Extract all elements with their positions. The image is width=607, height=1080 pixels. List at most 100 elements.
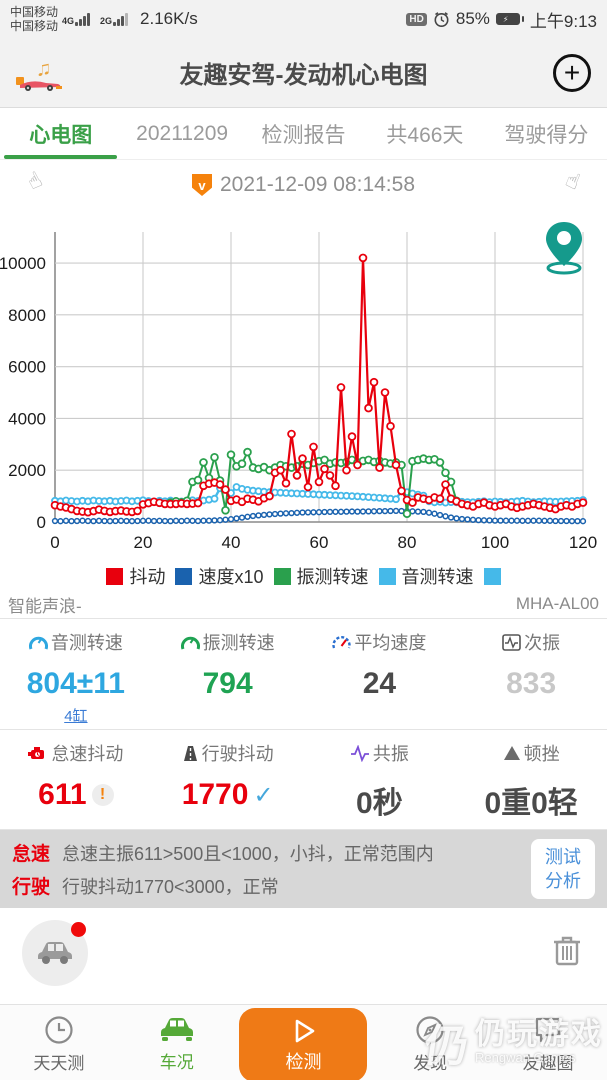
legend-label: 音测转速: [401, 567, 474, 587]
analysis-tag: 怠速: [12, 844, 51, 865]
legend-item: 抖动: [106, 563, 165, 589]
network-type-4g: 4G: [62, 15, 75, 26]
add-button[interactable]: +: [553, 53, 591, 92]
stat-value: 1770: [181, 778, 249, 811]
swipe-left-hand-icon[interactable]: ☝: [22, 166, 47, 195]
svg-text:4000: 4000: [8, 409, 46, 428]
svg-text:40: 40: [222, 533, 241, 552]
sound-wave-label: 智能声浪-: [8, 596, 82, 616]
analysis-text: 怠速主振611>500且<1000，小抖，正常范围内: [62, 843, 434, 864]
nav-item-discover[interactable]: 发现: [371, 1005, 489, 1080]
tab-4[interactable]: 驾驶得分: [504, 123, 589, 147]
music-note-icon: 🎜: [38, 62, 50, 80]
network-type-2g: 2G: [100, 15, 113, 26]
network-speed: 2.16K/s: [140, 9, 198, 28]
pulse-icon: [350, 744, 369, 762]
app-header: 🎜 友趣安驾-发动机心电图 +: [0, 38, 607, 108]
svg-text:10000: 10000: [0, 254, 46, 273]
trash-icon[interactable]: [553, 934, 581, 966]
stat-avg-speed: 平均速度 24: [304, 619, 456, 729]
chart-canvas: 0 2000 4000 6000 8000 10000 0 20 40 60 80 100 120: [0, 232, 597, 552]
stat-vib-rpm: 振测转速 794: [152, 619, 304, 729]
legend-swatch: [378, 567, 396, 585]
carrier-1: 中国移动: [10, 5, 59, 19]
legend-extra-swatch: [483, 567, 501, 585]
car-icon: [38, 942, 72, 964]
gauge-blue-icon: [28, 636, 48, 650]
car-status-icon: [160, 1018, 193, 1041]
engine-icon: [28, 746, 45, 759]
tab-bar: 心电图 20211209 检测报告 共466天 驾驶得分: [0, 108, 607, 160]
battery-icon: ⚡: [495, 13, 524, 25]
notification-dot: [71, 922, 86, 937]
tab-2[interactable]: 检测报告: [261, 123, 346, 147]
analysis-tag: 行驶: [12, 877, 51, 898]
check-badge-icon[interactable]: ✓: [253, 781, 274, 809]
test-analysis-button[interactable]: 测试 分析: [531, 839, 595, 899]
speedometer-icon: [332, 635, 352, 648]
cylinder-link[interactable]: 4缸: [64, 708, 88, 725]
stats-row-2: 怠速抖动 611 ! 行驶抖动 1770 ✓: [0, 730, 607, 830]
race-car-icon: [16, 76, 62, 91]
chart-meta-row: 智能声浪- MHA-AL00: [0, 590, 607, 618]
nav-label: 天天测: [33, 1054, 85, 1073]
nav-item-daily-test[interactable]: 天天测: [0, 1005, 118, 1080]
stat-label: 顿挫: [523, 744, 560, 764]
nav-item-car-status[interactable]: 车况: [118, 1005, 236, 1080]
swipe-right-hand-icon[interactable]: ☝: [561, 166, 584, 195]
stat-drive-shake: 行驶抖动 1770 ✓: [152, 730, 304, 829]
stat-sound-rpm: 音测转速 804±11 4缸: [0, 619, 152, 729]
svg-text:6000: 6000: [8, 358, 46, 377]
legend-swatch: [106, 567, 124, 585]
battery-percent: 85%: [455, 9, 490, 28]
stat-value: 24: [362, 667, 397, 700]
tab-0[interactable]: 心电图: [0, 108, 121, 159]
tab-1[interactable]: 20211209: [136, 121, 229, 145]
waveform-box-icon: [502, 633, 521, 651]
stat-value: 0重0轻: [484, 787, 578, 820]
car-avatar[interactable]: [22, 920, 88, 986]
signal-group-4g: 4G: [62, 12, 96, 26]
date-row: ☝ v 2021-12-09 08:14:58 ☝: [0, 160, 607, 210]
detect-button[interactable]: 检测: [239, 1008, 368, 1080]
stat-label: 行驶抖动: [201, 744, 274, 764]
svg-text:60: 60: [310, 533, 329, 552]
chart-legend: 抖动 速度x10 振测转速 音测转速: [0, 562, 607, 590]
stat-value: 611: [38, 778, 87, 811]
stat-label: 平均速度: [354, 633, 427, 653]
stat-resonance: 共振 0秒: [304, 730, 456, 829]
compass-icon: [416, 1016, 444, 1044]
stat-value: 833: [506, 667, 557, 700]
nav-label: 检测: [285, 1052, 322, 1072]
tab-3[interactable]: 共466天: [386, 123, 464, 147]
nav-item-detect[interactable]: 检测: [236, 1005, 372, 1080]
gauge-green-icon: [180, 636, 200, 650]
engine-ecg-chart[interactable]: 0 2000 4000 6000 8000 10000 0 20 40 60 80 100 120: [0, 210, 607, 562]
carrier-names: 中国移动 中国移动: [10, 5, 58, 33]
nav-item-circle[interactable]: 友趣圈: [489, 1005, 607, 1080]
page-title: 友趣安驾-发动机心电图: [179, 62, 428, 89]
status-bar: 中国移动 中国移动 4G 2G 2.16K/s HD 85% ⚡: [0, 0, 607, 38]
map-pin-icon[interactable]: [541, 220, 587, 276]
signal-group-2g: 2G: [100, 12, 134, 26]
nav-label: 车况: [159, 1053, 194, 1072]
svg-text:8000: 8000: [8, 306, 46, 325]
chat-bubble-icon: [535, 1017, 561, 1043]
stat-jerk: 顿挫 0重0轻: [455, 730, 607, 829]
signal-bars-icon: [113, 12, 129, 26]
stat-label: 音测转速: [50, 633, 123, 653]
analysis-text: 行驶抖动1770<3000，正常: [62, 876, 279, 897]
legend-item: 速度x10: [175, 563, 264, 589]
svg-text:20: 20: [134, 533, 153, 552]
stat-idle-shake: 怠速抖动 611 !: [0, 730, 152, 829]
legend-label: 抖动: [129, 567, 166, 587]
v-badge-icon: v: [192, 174, 212, 196]
analysis-panel: 怠速 怠速主振611>500且<1000，小抖，正常范围内 行驶 行驶抖动177…: [0, 830, 607, 908]
stat-label: 怠速抖动: [51, 744, 124, 764]
legend-swatch: [273, 567, 291, 585]
device-model: MHA-AL00: [515, 594, 599, 613]
stat-value: 0秒: [356, 787, 403, 820]
stat-label: 次振: [524, 633, 561, 653]
alarm-clock-icon: [434, 11, 449, 27]
warning-badge-icon[interactable]: !: [91, 784, 114, 806]
